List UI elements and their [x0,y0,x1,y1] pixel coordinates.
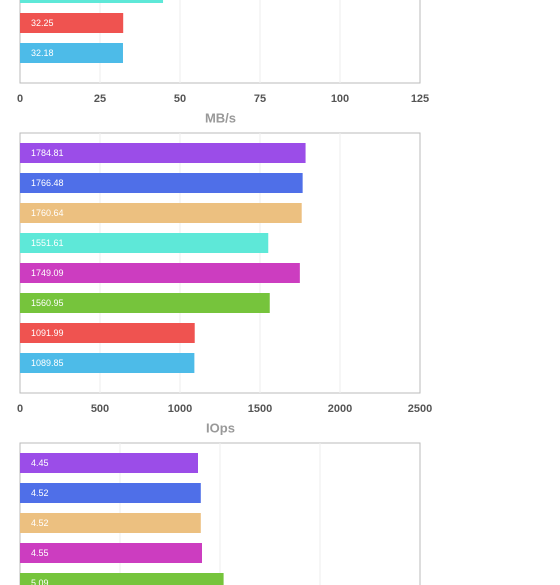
bar [20,13,124,33]
bar [20,173,303,193]
x-tick-label: 1000 [168,403,192,415]
value-label: 4.52 [31,518,49,528]
bar [20,143,306,163]
x-tick-label: 50 [174,93,186,105]
bar [20,513,201,533]
value-label: 1766.48 [31,178,64,188]
bar [20,0,164,3]
value-label: 1089.85 [31,358,64,368]
plot-frame [19,0,421,84]
x-tick-label: 500 [91,403,109,415]
x-tick-label: 75 [254,93,266,105]
value-label: 32.18 [31,48,54,58]
x-tick-label: 1500 [248,403,272,415]
bar [20,293,270,313]
x-axis-title: MB/s [205,110,236,125]
x-tick-label: 0 [17,93,23,105]
x-axis-title: IOps [206,420,235,435]
value-label: 1560.95 [31,298,64,308]
value-label: 5.09 [31,578,49,585]
bar [20,263,300,283]
value-label: 1760.64 [31,208,64,218]
value-label: 1091.99 [31,328,64,338]
value-label: 32.25 [31,18,54,28]
bar [20,453,198,473]
bar [20,483,201,503]
value-label: 1749.09 [31,268,64,278]
x-tick-label: 100 [331,93,349,105]
value-label: 4.52 [31,488,49,498]
x-tick-label: 25 [94,93,106,105]
bar [20,573,224,585]
bar [20,543,202,563]
bar [20,323,195,343]
value-label: 1784.81 [31,148,64,158]
bar [20,353,195,373]
x-tick-label: 125 [411,93,429,105]
bar [20,233,269,253]
x-tick-label: 0 [17,403,23,415]
x-tick-label: 2000 [328,403,352,415]
value-label: 1551.61 [31,238,64,248]
value-label: 4.55 [31,548,49,558]
bar [20,43,123,63]
bar [20,203,302,223]
value-label: 4.45 [31,458,49,468]
x-tick-label: 2500 [408,403,432,415]
